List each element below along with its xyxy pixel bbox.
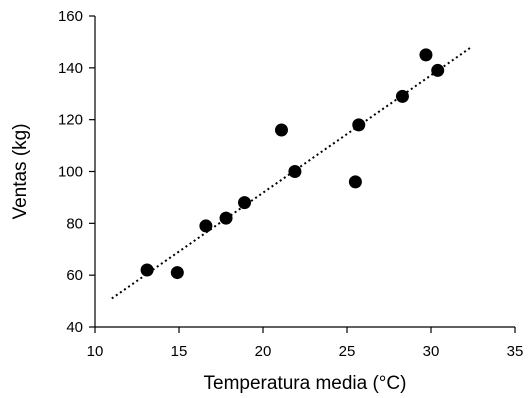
axes <box>94 16 515 328</box>
data-point <box>199 219 213 233</box>
data-point <box>219 211 233 225</box>
data-point <box>395 89 409 103</box>
x-ticks: 10 15 20 25 30 35 <box>87 327 524 360</box>
data-point <box>352 118 366 132</box>
data-point <box>419 48 433 62</box>
x-tick-label: 30 <box>423 343 440 360</box>
x-tick-label: 35 <box>507 343 524 360</box>
data-point <box>348 175 362 189</box>
y-tick-label: 140 <box>58 60 83 77</box>
y-tick-label: 60 <box>66 267 83 284</box>
y-tick-label: 100 <box>58 164 83 181</box>
y-axis-title: Ventas (kg) <box>10 123 31 219</box>
x-tick-label: 25 <box>339 343 356 360</box>
trendline <box>111 46 472 300</box>
data-point <box>238 196 252 210</box>
y-tick-label: 120 <box>58 112 83 129</box>
x-tick-label: 15 <box>171 343 188 360</box>
y-tick-label: 80 <box>66 215 83 232</box>
data-point <box>170 266 184 280</box>
data-point <box>288 165 302 178</box>
y-tick-label: 160 <box>58 8 83 25</box>
y-ticks: 40 60 80 100 120 140 160 <box>58 8 95 336</box>
x-tick-label: 10 <box>87 343 104 360</box>
data-point <box>140 263 154 277</box>
x-axis-title: Temperatura media (°C) <box>204 373 407 394</box>
x-tick-label: 20 <box>255 343 272 360</box>
data-point <box>431 63 445 77</box>
data-points <box>140 48 445 280</box>
y-tick-label: 40 <box>66 319 83 336</box>
data-point <box>274 123 288 137</box>
